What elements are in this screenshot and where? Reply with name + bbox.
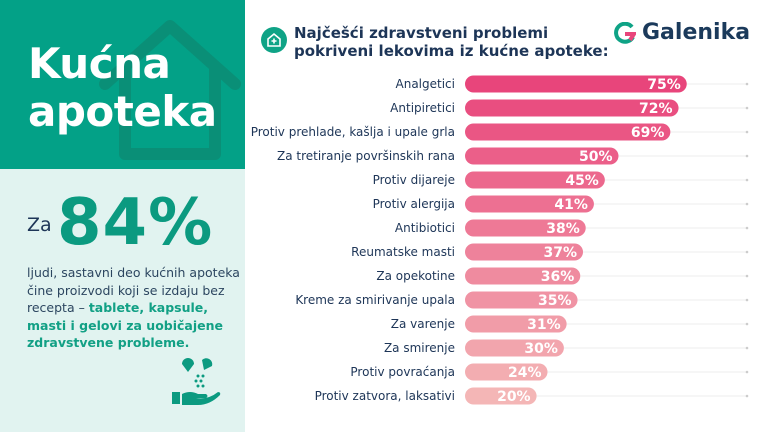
grid-dot — [745, 370, 749, 374]
bar — [465, 243, 584, 261]
bar-label: Antipiretici — [390, 101, 455, 115]
grid-dot — [745, 226, 749, 230]
chart-title-line: Najčešći zdravstveni problemi — [294, 24, 549, 42]
bar-label: Protiv prehlade, kašlja i upale grla — [251, 125, 455, 139]
logo-icon — [614, 21, 636, 44]
bar — [465, 315, 567, 333]
chart-title-line: pokriveni lekovima iz kućne apoteke: — [294, 42, 609, 60]
bar-value: 50% — [579, 149, 613, 165]
desc-text: ljudi, sastavni deo kućnih apoteka čine … — [27, 265, 240, 315]
bar — [465, 267, 581, 285]
bar-value: 35% — [538, 293, 572, 309]
stat-value: 84% — [57, 186, 214, 260]
page-title: Kućna apoteka — [28, 40, 217, 136]
bar-value: 37% — [543, 245, 577, 261]
bar-label: Antibiotici — [395, 221, 455, 235]
bar-value: 75% — [647, 77, 681, 93]
logo-text: Galenika — [642, 20, 751, 45]
hand-pills-icon — [172, 358, 221, 405]
bar — [465, 387, 537, 405]
grid-dot — [745, 322, 749, 326]
grid-dot — [745, 250, 749, 254]
grid-dot — [745, 274, 749, 278]
bar-label: Za smirenje — [384, 341, 455, 355]
bar-label: Protiv povraćanja — [350, 365, 455, 379]
grid-dot — [745, 130, 749, 134]
galenika-logo: Galenika — [614, 20, 750, 45]
bar-value: 41% — [554, 197, 588, 213]
bar-value: 36% — [541, 269, 575, 285]
bar — [465, 195, 594, 213]
bar-value: 31% — [527, 317, 561, 333]
bar-value: 24% — [508, 365, 542, 381]
bar — [465, 99, 679, 117]
bar-value: 72% — [639, 101, 673, 117]
desc-highlight: tablete, kapsule, masti i gelovi za uobi… — [27, 300, 223, 350]
bar — [465, 75, 687, 93]
grid-dot — [745, 346, 749, 350]
house-icon — [99, 20, 241, 160]
bar-label: Protiv alergija — [373, 197, 455, 211]
chart-title: Najčešći zdravstveni problemi pokriveni l… — [294, 24, 609, 60]
bar — [465, 171, 605, 189]
grid-dot — [745, 202, 749, 206]
grid-dot — [745, 106, 749, 110]
home-plus-icon — [261, 27, 287, 53]
bar-value: 20% — [497, 389, 531, 405]
bar — [465, 219, 586, 237]
bar-label: Za tretiranje površinskih rana — [277, 149, 455, 163]
stat-panel — [0, 169, 245, 432]
bar-label: Za varenje — [391, 317, 455, 331]
grid-dot — [745, 298, 749, 302]
grid-dot — [745, 394, 749, 398]
bar — [465, 123, 671, 141]
bar — [465, 339, 564, 357]
title-line: apoteka — [28, 87, 217, 136]
title-line: Kućna — [28, 39, 171, 88]
bar-label: Protiv dijareje — [373, 173, 455, 187]
bar-value: 45% — [565, 173, 599, 189]
bar — [465, 147, 619, 165]
grid-dot — [745, 82, 749, 86]
bar-label: Analgetici — [396, 77, 455, 91]
bar-label: Za opekotine — [376, 269, 455, 283]
title-panel: Kućna apoteka — [0, 0, 245, 169]
bar — [465, 291, 578, 309]
bar-label: Reumatske masti — [351, 245, 455, 259]
bar-value: 30% — [524, 341, 558, 357]
bar-value: 38% — [546, 221, 580, 237]
grid-dot — [745, 178, 749, 182]
grid-dot — [745, 154, 749, 158]
bar-label: Protiv zatvora, laksativi — [315, 389, 455, 403]
bar — [465, 363, 548, 381]
bar-value: 69% — [631, 125, 665, 141]
bar-label: Kreme za smirivanje upala — [295, 293, 455, 307]
stat-description: ljudi, sastavni deo kućnih apoteka čine … — [27, 264, 242, 352]
stat-prefix: Za — [27, 214, 52, 236]
